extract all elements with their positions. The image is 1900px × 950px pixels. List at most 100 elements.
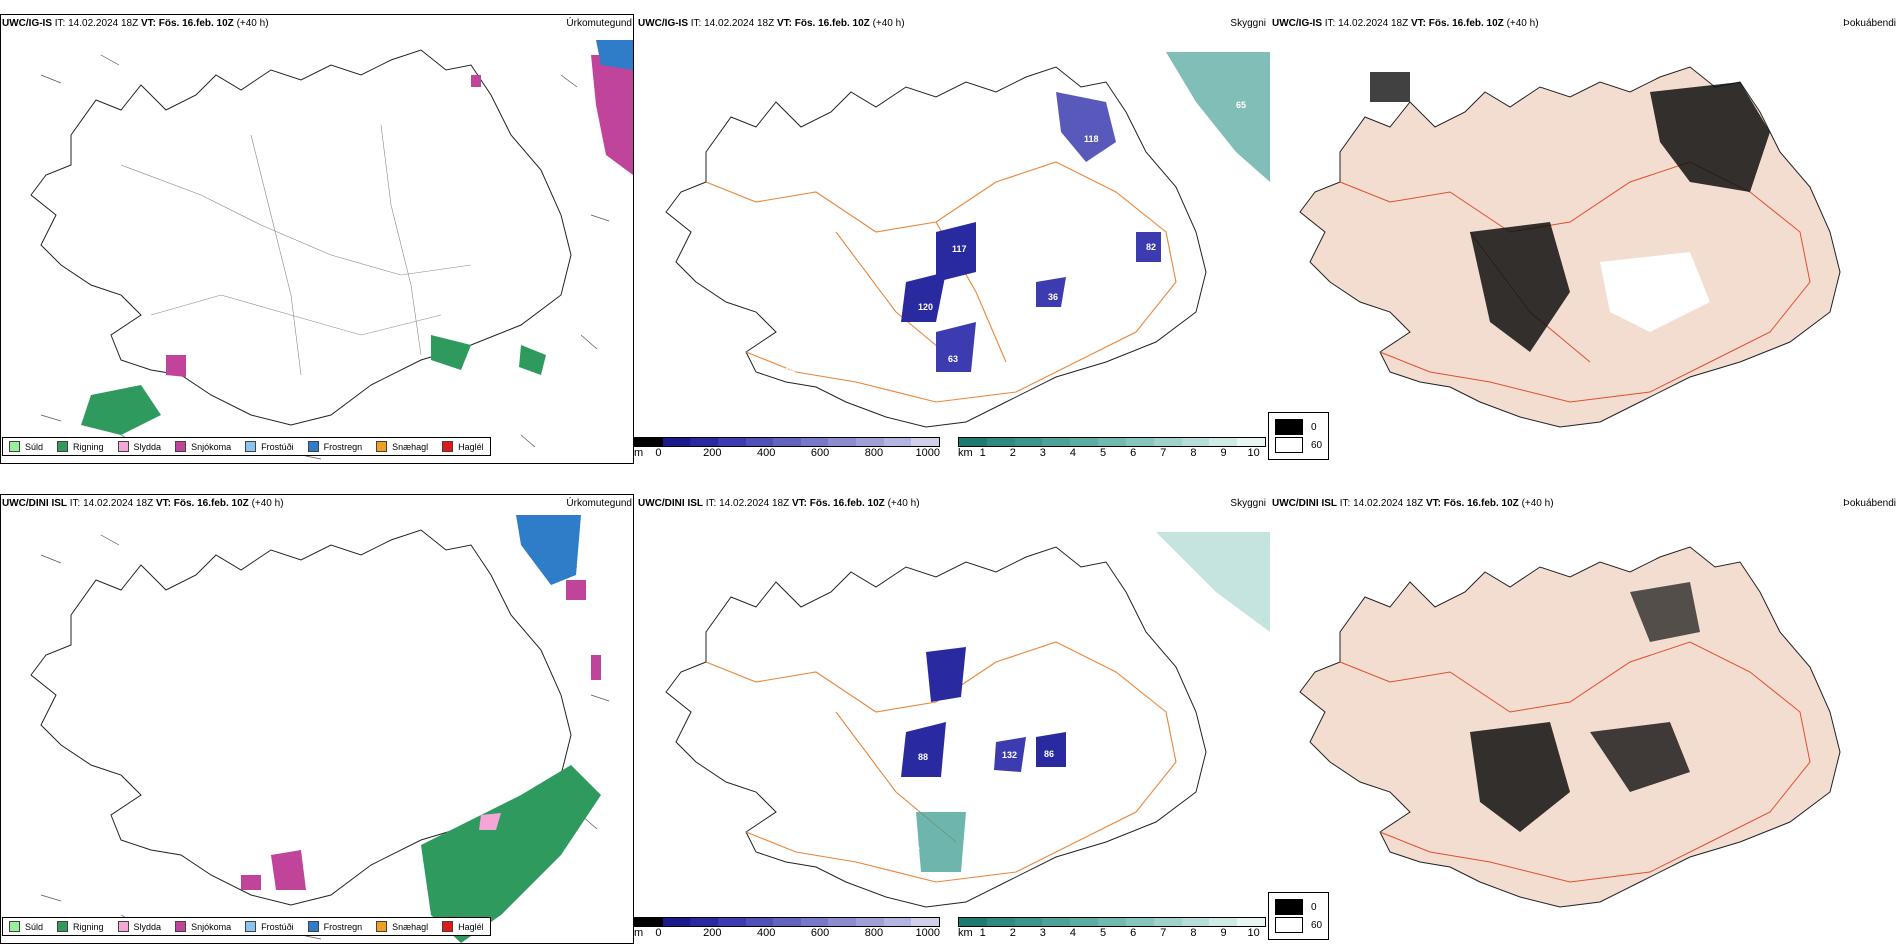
legend-label: Snæhagl bbox=[392, 441, 429, 452]
legend-label: Frostúði bbox=[261, 441, 294, 452]
fog-legend-item: 0 bbox=[1275, 419, 1322, 435]
precip-map-frame bbox=[0, 494, 634, 944]
legend-label: Haglél bbox=[458, 921, 484, 932]
scale-tick-label: 8 bbox=[1190, 447, 1197, 459]
fog-title: UWC/IG-IS IT: 14.02.2024 18Z VT: Fös. 16… bbox=[1272, 18, 1539, 29]
cloud-label: 117 bbox=[952, 244, 967, 254]
fog-areas bbox=[1470, 582, 1700, 832]
fog-legend-row1: 0 60 bbox=[1268, 412, 1330, 460]
ceiling-scale-row2: m 0 200 400 600 800 1000 bbox=[634, 917, 940, 941]
fog-legend-item: 60 bbox=[1275, 437, 1322, 453]
scale-tick-label: 400 bbox=[757, 927, 776, 939]
legend-swatch bbox=[117, 441, 129, 452]
legend-swatch bbox=[442, 441, 454, 452]
fog-legend-swatch bbox=[1275, 437, 1303, 453]
legend-item: Súld bbox=[9, 441, 43, 452]
scale-color-bar bbox=[958, 437, 1266, 447]
fog-legend-swatch bbox=[1275, 419, 1303, 435]
legend-label: Súld bbox=[25, 441, 44, 452]
scale-unit: m bbox=[634, 447, 644, 459]
scale-tick-label: 3 bbox=[1039, 447, 1046, 459]
fog-areas bbox=[1370, 72, 1770, 352]
legend-label: Frostregn bbox=[323, 441, 363, 452]
cloud-label: 86 bbox=[1044, 749, 1054, 759]
scale-tick-label: 7 bbox=[1160, 447, 1167, 459]
scale-tick-label: 600 bbox=[810, 927, 830, 939]
legend-label: Slydda bbox=[133, 921, 162, 932]
fog-legend-label: 60 bbox=[1311, 919, 1323, 931]
scale-tick-label: 6 bbox=[1130, 927, 1137, 939]
fog-var-label: Þokuábendi bbox=[1843, 498, 1896, 509]
legend-label: Rigning bbox=[73, 921, 104, 932]
cloud-title: UWC/IG-IS IT: 14.02.2024 18Z VT: Fös. 16… bbox=[638, 18, 905, 29]
legend-label: Frostregn bbox=[323, 921, 363, 932]
legend-item: Slydda bbox=[117, 921, 162, 932]
cloud-panel-row1: 65 118 117 120 63 36 82 85 56 UWC/IG-IS … bbox=[636, 14, 1270, 464]
road-network bbox=[1339, 641, 1811, 883]
precip-legend: Súld Rigning Slydda Snjókoma Frostúði Frostre… bbox=[2, 917, 491, 936]
scale-tick-label: 800 bbox=[864, 927, 884, 939]
scale-tick-label: 800 bbox=[864, 447, 884, 459]
scale-tick-label: 1000 bbox=[915, 447, 940, 459]
legend-swatch bbox=[442, 921, 454, 932]
precip-legend: Súld Rigning Slydda Snjókoma Frostúði Frostre… bbox=[2, 437, 491, 456]
legend-swatch bbox=[175, 921, 187, 932]
fog-panel-row1: UWC/IG-IS IT: 14.02.2024 18Z VT: Fös. 16… bbox=[1270, 14, 1900, 464]
legend-swatch bbox=[57, 441, 69, 452]
legend-item: Rigning bbox=[57, 441, 104, 452]
precip-areas bbox=[241, 515, 601, 943]
fog-panel-row2: UWC/DINI ISL IT: 14.02.2024 18Z VT: Fös.… bbox=[1270, 494, 1900, 944]
cloud-label: 132 bbox=[1002, 750, 1017, 760]
scale-tick-label: 1 bbox=[979, 447, 986, 459]
legend-label: Frostúði bbox=[261, 921, 294, 932]
iceland-fog-map bbox=[1299, 66, 1841, 428]
scale-tick-label: 8 bbox=[1190, 927, 1197, 939]
scale-unit: km bbox=[958, 447, 973, 459]
legend-swatch bbox=[376, 921, 388, 932]
cloud-label: 120 bbox=[918, 302, 933, 312]
cloud-value-labels: 65 118 117 120 63 36 82 85 56 bbox=[786, 100, 1246, 374]
legend-swatch bbox=[117, 921, 129, 932]
legend-item: Haglél bbox=[442, 441, 484, 452]
scale-tick-label: 1000 bbox=[915, 927, 940, 939]
iceland-cloud-map: 65 118 117 120 63 36 82 85 56 bbox=[665, 52, 1270, 428]
scale-tick-label: 200 bbox=[703, 447, 722, 459]
legend-item: Slydda bbox=[117, 441, 161, 452]
scale-tick-label: 4 bbox=[1069, 447, 1077, 459]
legend-swatch bbox=[57, 921, 69, 932]
scale-tick-label: 9 bbox=[1220, 447, 1227, 459]
scale-tick-label: 0 bbox=[655, 447, 662, 459]
legend-item: Frostregn bbox=[307, 441, 363, 452]
scale-color-bar bbox=[958, 917, 1266, 927]
cloud-label: 27 bbox=[910, 846, 920, 856]
precip-var-label: Úrkomutegund bbox=[566, 498, 632, 509]
fog-legend-item: 0 bbox=[1275, 899, 1322, 915]
legend-item: Snæhagl bbox=[376, 921, 428, 932]
legend-label: Súld bbox=[25, 921, 44, 932]
scale-tick-label: 9 bbox=[1220, 927, 1227, 939]
fog-legend-swatch bbox=[1275, 917, 1303, 933]
fog-legend-swatch bbox=[1275, 899, 1303, 915]
fog-var-label: Þokuábendi bbox=[1843, 18, 1896, 29]
precip-panel-row2: UWC/DINI ISL IT: 14.02.2024 18Z VT: Fös.… bbox=[0, 494, 636, 944]
scale-tick-label: 3 bbox=[1039, 927, 1046, 939]
cloud-var-label: Skyggni bbox=[1230, 18, 1266, 29]
legend-swatch bbox=[9, 921, 20, 932]
cloud-value-labels: 88 132 86 107 27 bbox=[910, 714, 1129, 856]
legend-item: Rigning bbox=[57, 921, 104, 932]
legend-item: Súld bbox=[9, 921, 43, 932]
cloud-panel-row2: 88 132 86 107 27 UWC/DINI ISL IT: 14.02.… bbox=[636, 494, 1270, 944]
cloud-label: 107 bbox=[1114, 714, 1129, 724]
scale-tick-label: 6 bbox=[1130, 447, 1137, 459]
precip-map-frame bbox=[0, 14, 634, 464]
cloud-label: 85 bbox=[1136, 264, 1146, 274]
scale-tick-label: 400 bbox=[757, 447, 776, 459]
cloud-label: 65 bbox=[1236, 100, 1246, 110]
legend-item: Snjókoma bbox=[175, 921, 231, 932]
legend-label: Snæhagl bbox=[392, 921, 429, 932]
legend-item: Frostregn bbox=[307, 921, 363, 932]
scale-unit: km bbox=[958, 927, 973, 939]
precip-title: UWC/DINI ISL IT: 14.02.2024 18Z VT: Fös.… bbox=[2, 498, 284, 509]
precip-title: UWC/IG-IS IT: 14.02.2024 18Z VT: Fös. 16… bbox=[2, 18, 269, 29]
scale-tick-label: 600 bbox=[810, 447, 830, 459]
